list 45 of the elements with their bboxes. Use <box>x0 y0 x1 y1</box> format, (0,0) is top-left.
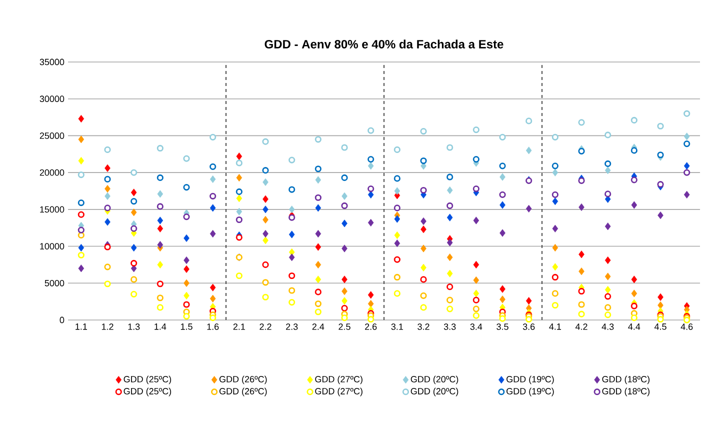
x-tick-label: 3.4 <box>470 324 482 330</box>
x-tick-label: 1.1 <box>76 324 87 330</box>
x-tick-label: 3.2 <box>418 324 430 330</box>
chart-title: GDD - Aenv 80% e 40% da Fachada a Este <box>264 40 504 48</box>
y-tick-label: 20000 <box>40 169 64 176</box>
y-tick-label: 35000 <box>40 58 64 66</box>
legend-label: GDD (19ºC) <box>506 388 554 396</box>
x-tick-label: 4.3 <box>602 324 614 330</box>
legend-label: GDD (18ºC) <box>602 388 650 396</box>
y-tick-label: 10000 <box>40 243 64 250</box>
legend-label: GDD (26ºC) <box>219 388 267 396</box>
x-tick-label: 2.1 <box>233 324 245 330</box>
legend-label: GDD (27ºC) <box>315 388 362 396</box>
x-tick-label: 3.6 <box>522 324 535 330</box>
legend-label: GDD (20ºC) <box>410 388 458 396</box>
x-tick-label: 1.5 <box>180 324 192 330</box>
x-tick-label: 1.6 <box>207 324 219 330</box>
y-tick-label: 25000 <box>40 132 64 139</box>
x-tick-label: 4.6 <box>680 324 693 330</box>
legend-label: GDD (25ºC) <box>124 376 172 384</box>
x-tick-label: 2.3 <box>286 324 298 330</box>
x-tick-label: 4.1 <box>549 324 561 330</box>
x-tick-label: 4.5 <box>654 324 666 330</box>
y-tick-label: 5000 <box>44 280 64 286</box>
x-tick-label: 4.2 <box>575 324 588 330</box>
x-tick-label: 2.6 <box>365 324 377 330</box>
y-tick-label: 15000 <box>40 206 64 213</box>
x-tick-label: 2.2 <box>260 324 272 330</box>
x-tick-label: 3.5 <box>496 324 508 330</box>
legend-label: GDD (27ºC) <box>315 376 362 384</box>
legend-label: GDD (25ºC) <box>124 388 172 396</box>
y-tick-label: 30000 <box>40 96 64 102</box>
legend-label: GDD (20ºC) <box>410 376 458 384</box>
x-tick-label: 3.3 <box>444 324 456 330</box>
legend-label: GDD (19ºC) <box>506 376 554 384</box>
legend-label: GDD (26ºC) <box>219 376 267 384</box>
x-tick-label: 2.5 <box>338 324 350 330</box>
y-tick-label: 0 <box>60 316 64 324</box>
x-tick-label: 3.1 <box>391 324 403 330</box>
legend-label: GDD (18ºC) <box>602 376 650 384</box>
x-tick-label: 1.2 <box>102 324 114 330</box>
x-tick-label: 2.4 <box>312 324 324 330</box>
x-tick-label: 1.3 <box>128 324 140 330</box>
x-tick-label: 4.4 <box>628 324 640 330</box>
x-tick-label: 1.4 <box>154 324 166 330</box>
